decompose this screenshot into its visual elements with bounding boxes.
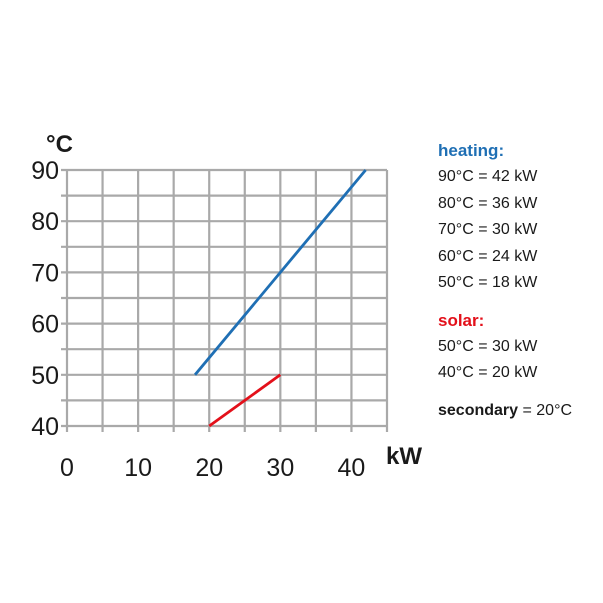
chart-legend: heating: 90°C = 42 kW 80°C = 36 kW 70°C … xyxy=(438,138,598,424)
legend-heading-solar: solar: xyxy=(438,310,485,330)
y-axis-label: °C xyxy=(46,131,73,158)
x-tick-label: 0 xyxy=(60,454,74,482)
legend-heating-line: 50°C = 18 kW xyxy=(438,274,538,291)
legend-heating-line: 70°C = 30 kW xyxy=(438,221,538,238)
y-tick-label: 80 xyxy=(31,208,59,236)
y-tick-label: 40 xyxy=(31,413,59,441)
legend-secondary: secondary = 20°C xyxy=(438,398,598,424)
legend-secondary-label: secondary xyxy=(438,401,519,419)
y-tick-label: 90 xyxy=(31,157,59,185)
series-line-heating xyxy=(193,169,367,376)
x-tick-label: 30 xyxy=(266,454,294,482)
legend-heating-line: 90°C = 42 kW xyxy=(438,168,538,185)
x-tick-label: 40 xyxy=(338,454,366,482)
y-tick-label: 50 xyxy=(31,362,59,390)
y-tick-label: 70 xyxy=(31,259,59,287)
chart-series xyxy=(193,169,367,428)
x-tick-label: 10 xyxy=(124,454,152,482)
chart-grid xyxy=(61,168,389,432)
x-axis-label: kW xyxy=(386,443,422,470)
x-tick-label: 20 xyxy=(195,454,223,482)
legend-solar-line: 40°C = 20 kW xyxy=(438,364,538,381)
legend-heating-line: 80°C = 36 kW xyxy=(438,194,538,212)
legend-secondary-value: = 20°C xyxy=(518,401,573,419)
y-tick-label: 60 xyxy=(31,311,59,339)
legend-heading-heating: heating: xyxy=(438,141,505,160)
legend-heating-line: 60°C = 24 kW xyxy=(438,247,538,265)
series-line-solar xyxy=(208,373,282,428)
legend-solar-line: 50°C = 30 kW xyxy=(438,337,538,355)
